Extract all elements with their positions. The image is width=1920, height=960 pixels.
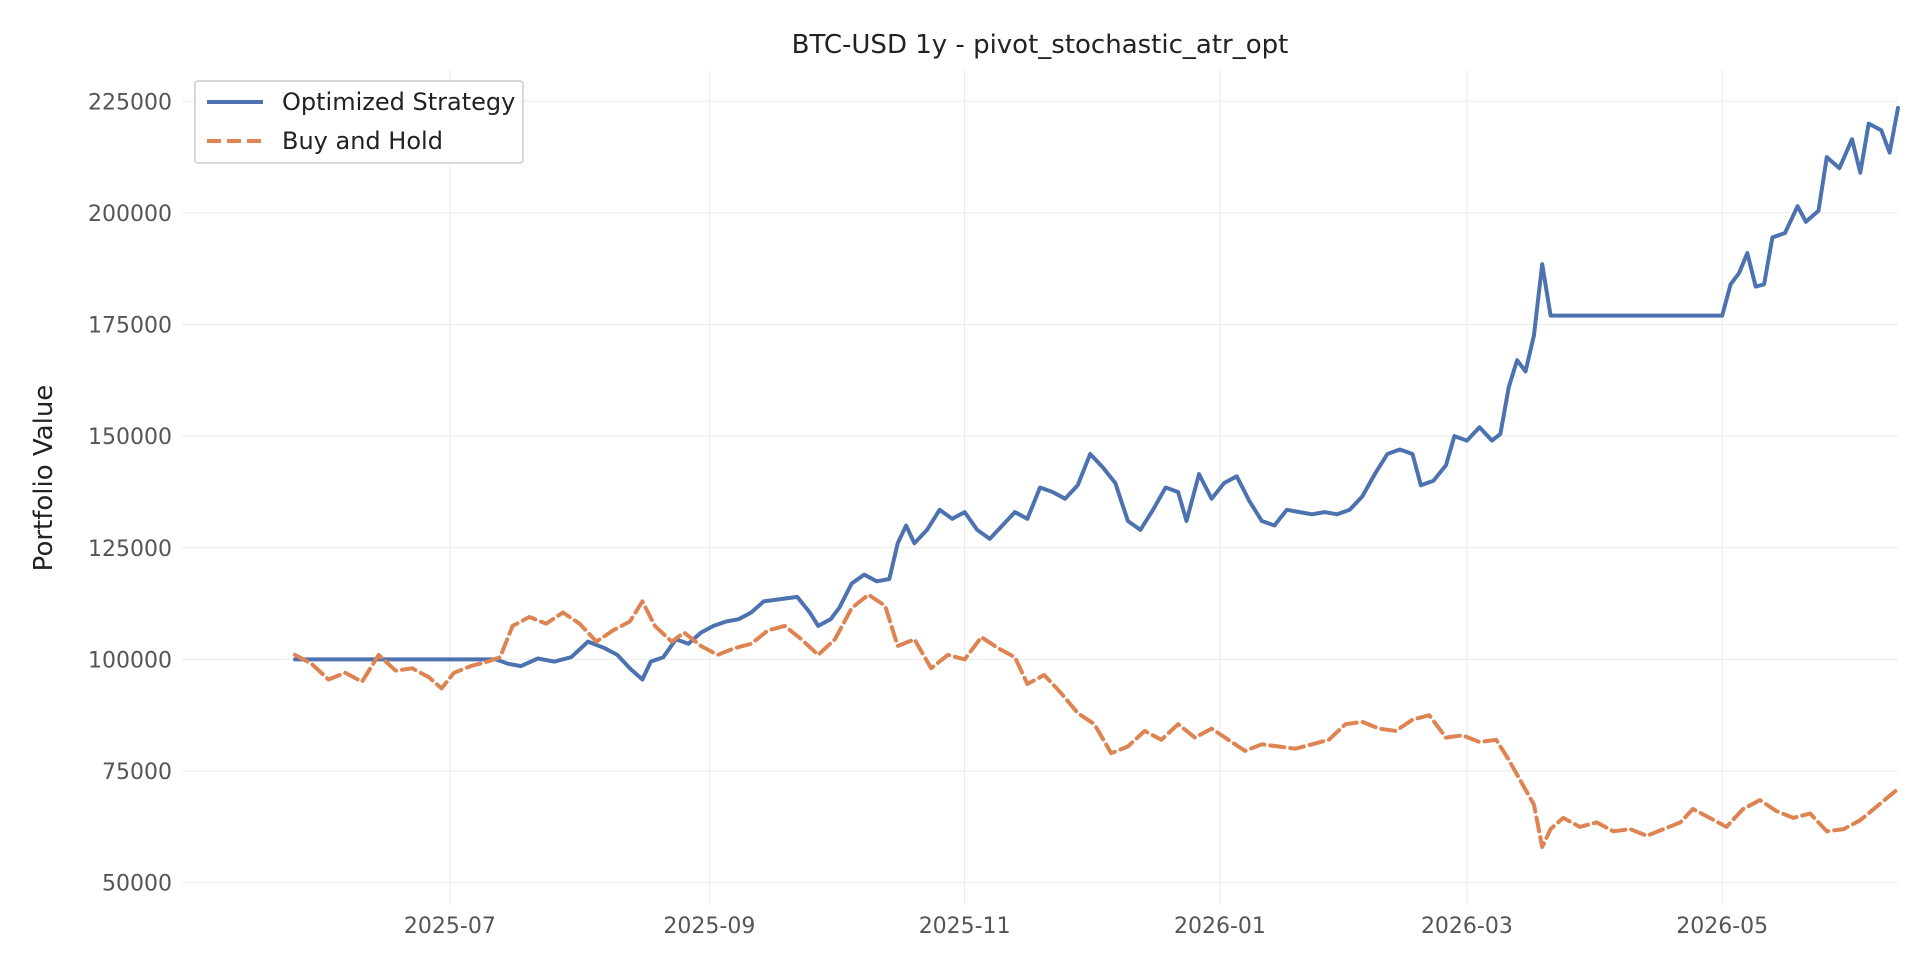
y-axis-label: Portfolio Value bbox=[29, 385, 59, 572]
y-tick-label: 150000 bbox=[88, 425, 172, 450]
y-axis-ticks: 50000 75000 100000 125000 150000 175000 200000… bbox=[88, 90, 172, 896]
y-tick-label: 100000 bbox=[88, 648, 172, 673]
x-tick-label: 2025-07 bbox=[404, 914, 496, 939]
y-tick-label: 50000 bbox=[102, 872, 172, 897]
y-tick-label: 175000 bbox=[88, 314, 172, 339]
y-tick-label: 125000 bbox=[88, 537, 172, 562]
y-tick-label: 225000 bbox=[88, 90, 172, 115]
y-tick-label: 75000 bbox=[102, 760, 172, 785]
series-line-buy-and-hold bbox=[293, 592, 1900, 849]
series-layer bbox=[293, 106, 1900, 849]
series-line-optimized-strategy bbox=[293, 106, 1900, 682]
legend-frame bbox=[194, 80, 524, 164]
x-tick-label: 2026-03 bbox=[1421, 914, 1513, 939]
y-tick-label: 200000 bbox=[88, 202, 172, 227]
x-axis-ticks: 2025-07 2025-09 2025-11 2026-01 2026-03 2026-… bbox=[404, 914, 1768, 939]
chart-title: BTC-USD 1y - pivot_stochastic_atr_opt bbox=[792, 30, 1289, 60]
x-tick-label: 2025-09 bbox=[663, 914, 755, 939]
x-tick-label: 2026-05 bbox=[1676, 914, 1768, 939]
chart-legend: Optimized Strategy Buy and Hold bbox=[194, 80, 524, 164]
legend-label-buy-and-hold: Buy and Hold bbox=[282, 127, 443, 155]
x-tick-label: 2026-01 bbox=[1174, 914, 1266, 939]
x-tick-label: 2025-11 bbox=[919, 914, 1011, 939]
legend-label-optimized-strategy: Optimized Strategy bbox=[282, 88, 515, 116]
